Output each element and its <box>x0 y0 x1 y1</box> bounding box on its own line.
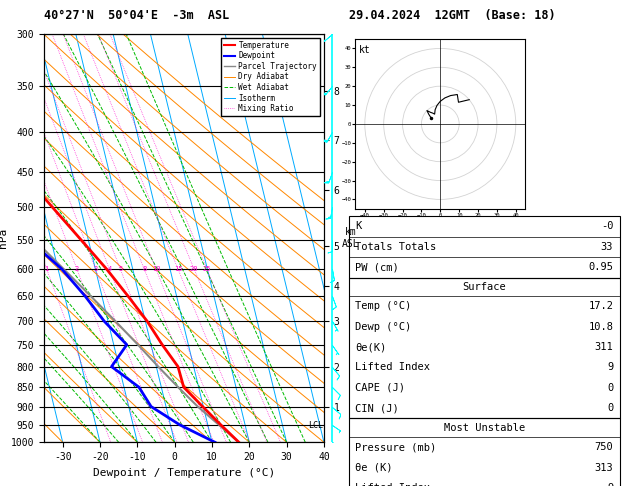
Text: 10: 10 <box>152 266 160 272</box>
Text: 25: 25 <box>203 266 211 272</box>
Text: 29.04.2024  12GMT  (Base: 18): 29.04.2024 12GMT (Base: 18) <box>349 9 555 22</box>
Text: 33: 33 <box>601 242 613 252</box>
Text: -0: -0 <box>601 222 613 231</box>
Text: 9: 9 <box>607 483 613 486</box>
Text: 311: 311 <box>594 342 613 352</box>
Text: LCL: LCL <box>308 421 323 430</box>
Legend: Temperature, Dewpoint, Parcel Trajectory, Dry Adiabat, Wet Adiabat, Isotherm, Mi: Temperature, Dewpoint, Parcel Trajectory… <box>221 38 320 116</box>
Text: 750: 750 <box>594 442 613 452</box>
Text: PW (cm): PW (cm) <box>355 262 399 272</box>
Text: K: K <box>355 222 362 231</box>
X-axis label: Dewpoint / Temperature (°C): Dewpoint / Temperature (°C) <box>93 468 275 478</box>
Y-axis label: km
ASL: km ASL <box>342 227 359 249</box>
Text: Pressure (mb): Pressure (mb) <box>355 442 437 452</box>
Text: CIN (J): CIN (J) <box>355 403 399 413</box>
Y-axis label: hPa: hPa <box>0 228 8 248</box>
Text: CAPE (J): CAPE (J) <box>355 383 405 393</box>
Text: Surface: Surface <box>462 282 506 292</box>
Text: 8: 8 <box>142 266 147 272</box>
Text: 313: 313 <box>594 463 613 472</box>
Text: 0: 0 <box>607 383 613 393</box>
Text: 9: 9 <box>607 363 613 372</box>
Text: 0.95: 0.95 <box>588 262 613 272</box>
Text: Most Unstable: Most Unstable <box>443 423 525 433</box>
Text: Lifted Index: Lifted Index <box>355 483 430 486</box>
Text: kt: kt <box>359 45 371 55</box>
Text: 20: 20 <box>190 266 198 272</box>
Text: Lifted Index: Lifted Index <box>355 363 430 372</box>
Text: Dewp (°C): Dewp (°C) <box>355 322 411 331</box>
Text: θe(K): θe(K) <box>355 342 387 352</box>
Text: 10.8: 10.8 <box>588 322 613 331</box>
Text: Totals Totals: Totals Totals <box>355 242 437 252</box>
Text: 0: 0 <box>607 403 613 413</box>
Text: 5: 5 <box>118 266 123 272</box>
Text: 17.2: 17.2 <box>588 301 613 311</box>
Text: 1: 1 <box>45 266 49 272</box>
Text: θe (K): θe (K) <box>355 463 393 472</box>
Text: 15: 15 <box>174 266 182 272</box>
Text: Temp (°C): Temp (°C) <box>355 301 411 311</box>
Text: 4: 4 <box>107 266 111 272</box>
Text: 40°27'N  50°04'E  -3m  ASL: 40°27'N 50°04'E -3m ASL <box>44 9 230 22</box>
Text: 3: 3 <box>94 266 97 272</box>
Text: 2: 2 <box>75 266 79 272</box>
